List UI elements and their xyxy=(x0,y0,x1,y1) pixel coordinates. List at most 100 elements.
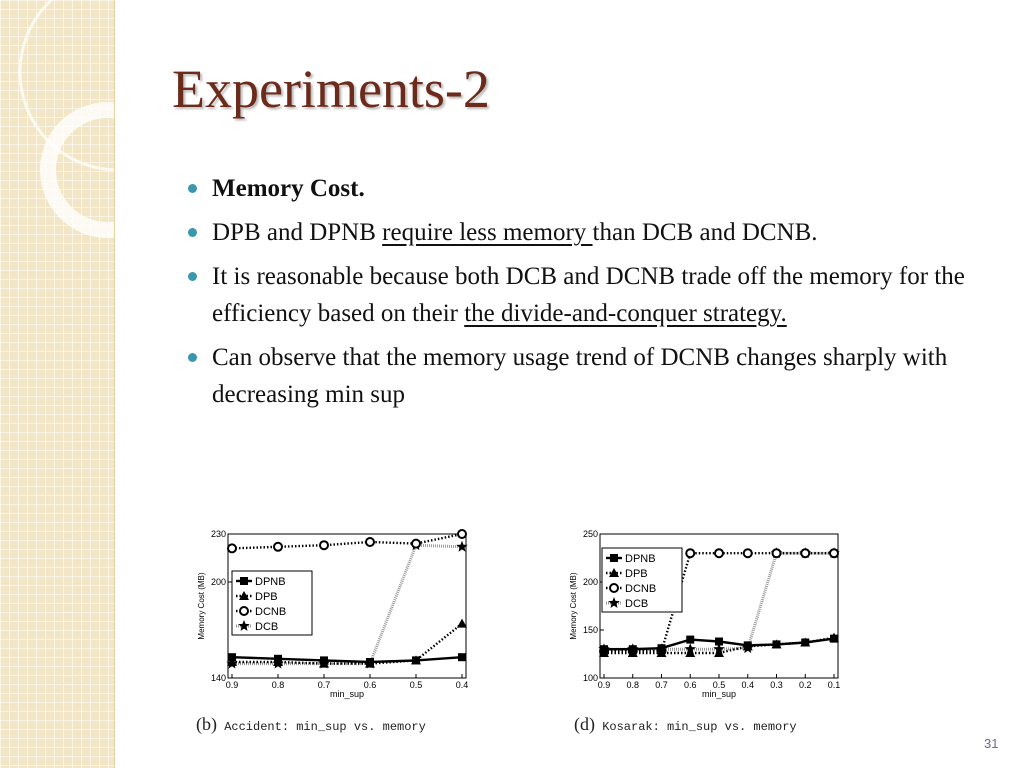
y-axis-label: Memory Cost (MB) xyxy=(569,572,578,639)
legend-marker xyxy=(608,597,620,608)
data-point xyxy=(456,540,468,552)
data-point xyxy=(830,634,838,643)
data-point xyxy=(365,537,375,547)
data-point xyxy=(685,648,696,658)
legend-entry: DPNB xyxy=(236,576,286,588)
bullet-text: Memory Cost. xyxy=(212,175,365,202)
bullet-text: than DCB and DCNB. xyxy=(592,219,818,246)
data-point xyxy=(829,548,839,559)
series-line xyxy=(232,543,463,666)
data-point xyxy=(227,543,237,554)
x-axis-label: min_sup xyxy=(702,689,736,699)
plot-area xyxy=(227,533,467,679)
data-point xyxy=(319,540,329,551)
x-tick-label: 0.9 xyxy=(598,680,611,690)
bullet-dot-icon xyxy=(188,272,197,281)
data-point xyxy=(686,635,695,644)
bullet-item: Memory Cost. xyxy=(188,170,988,207)
series-dpnb xyxy=(600,634,838,654)
decorative-rings xyxy=(18,0,114,238)
legend-label: DPNB xyxy=(255,576,286,588)
series-line xyxy=(232,622,463,665)
x-tick-label: 0.3 xyxy=(770,680,783,690)
data-point xyxy=(600,645,608,654)
bullet-dot-icon xyxy=(188,228,197,237)
x-tick-label: 0.1 xyxy=(828,680,841,690)
bullet-item: DPB and DPNB require less memory than DC… xyxy=(188,214,988,251)
caption-text: Accident: min_sup vs. memory xyxy=(224,720,426,734)
data-point xyxy=(411,538,421,549)
legend-marker xyxy=(240,577,248,585)
caption-letter: (d) xyxy=(574,714,595,734)
legend-entry: DCNB xyxy=(236,606,286,618)
x-tick-label: 0.6 xyxy=(684,680,697,690)
data-point xyxy=(772,640,781,649)
y-tick-label: 250 xyxy=(583,529,598,539)
legend-marker xyxy=(238,620,250,631)
data-point xyxy=(274,654,282,663)
x-tick-label: 0.8 xyxy=(626,680,639,690)
data-point xyxy=(714,548,724,559)
bullet-underlined-text: the divide-and-conquer strategy. xyxy=(464,300,787,327)
bullet-text: It is reasonable because both DCB and DC… xyxy=(212,263,965,327)
bullet-item: Can observe that the memory usage trend … xyxy=(188,339,988,413)
legend-marker xyxy=(609,568,619,577)
x-tick-label: 0.8 xyxy=(272,680,285,690)
x-axis-label: min_sup xyxy=(330,689,364,699)
x-tick-label: 0.7 xyxy=(318,680,331,690)
legend-label: DCNB xyxy=(255,606,286,618)
data-point xyxy=(628,645,637,654)
data-point xyxy=(685,548,696,559)
legend-label: DCNB xyxy=(625,583,656,595)
data-point xyxy=(743,641,752,650)
y-tick-label: 200 xyxy=(211,577,226,587)
legend-marker xyxy=(609,583,619,593)
bullet-dot-icon xyxy=(188,184,197,193)
x-tick-label: 0.7 xyxy=(655,680,668,690)
legend-entry: DPB xyxy=(236,591,278,603)
series-dpnb xyxy=(228,653,466,666)
legend-label: DCB xyxy=(625,598,648,610)
bullet-item: It is reasonable because both DCB and DC… xyxy=(188,258,988,332)
caption-text: Kosarak: min_sup vs. memory xyxy=(602,720,797,734)
legend-label: DPB xyxy=(625,568,648,580)
x-tick-label: 0.4 xyxy=(456,680,469,690)
slide-title: Experiments-2 xyxy=(172,59,490,119)
y-tick-label: 230 xyxy=(211,529,226,539)
legend-entry: DCB xyxy=(606,597,648,610)
data-point xyxy=(457,618,467,628)
data-point xyxy=(412,656,420,665)
legend-marker xyxy=(239,606,249,616)
data-point xyxy=(458,653,466,662)
bullet-text: Can observe that the memory usage trend … xyxy=(212,344,948,408)
bullet-underlined-text: require less memory xyxy=(382,219,593,246)
legend-entry: DPB xyxy=(606,568,648,580)
series-dcnb xyxy=(227,529,467,554)
data-point xyxy=(771,548,782,559)
legend-entry: DPNB xyxy=(606,553,656,565)
caption-letter: (b) xyxy=(196,714,217,734)
bullet-text: DPB and DPNB xyxy=(212,219,383,246)
data-point xyxy=(366,658,374,666)
legend-marker xyxy=(610,554,618,562)
data-point xyxy=(320,656,328,665)
data-point xyxy=(714,648,724,658)
series-line xyxy=(231,656,463,664)
chart-kosarak: 0.9 0.8 0.7 0.6 0.5 0.4 0.3 0.2 0.1 250 200 150 100 m… xyxy=(569,529,841,699)
data-point xyxy=(715,637,723,646)
bullet-list: Memory Cost. DPB and DPNB require less me… xyxy=(188,170,988,420)
data-point xyxy=(657,644,666,653)
legend-label: DCB xyxy=(255,621,278,633)
legend-entry: DCNB xyxy=(606,583,656,595)
legend-label: DPNB xyxy=(625,553,656,565)
caption-accident: (b) Accident: min_sup vs. memory xyxy=(196,714,426,735)
legend-label: DPB xyxy=(255,591,278,603)
data-point xyxy=(457,529,467,539)
bullet-dot-icon xyxy=(188,353,197,362)
x-tick-label: 0.6 xyxy=(364,680,377,690)
x-tick-label: 0.9 xyxy=(226,680,239,690)
y-tick-label: 150 xyxy=(583,625,598,635)
y-tick-label: 140 xyxy=(211,673,226,683)
legend-marker xyxy=(239,591,249,600)
x-tick-label: 0.4 xyxy=(741,680,754,690)
